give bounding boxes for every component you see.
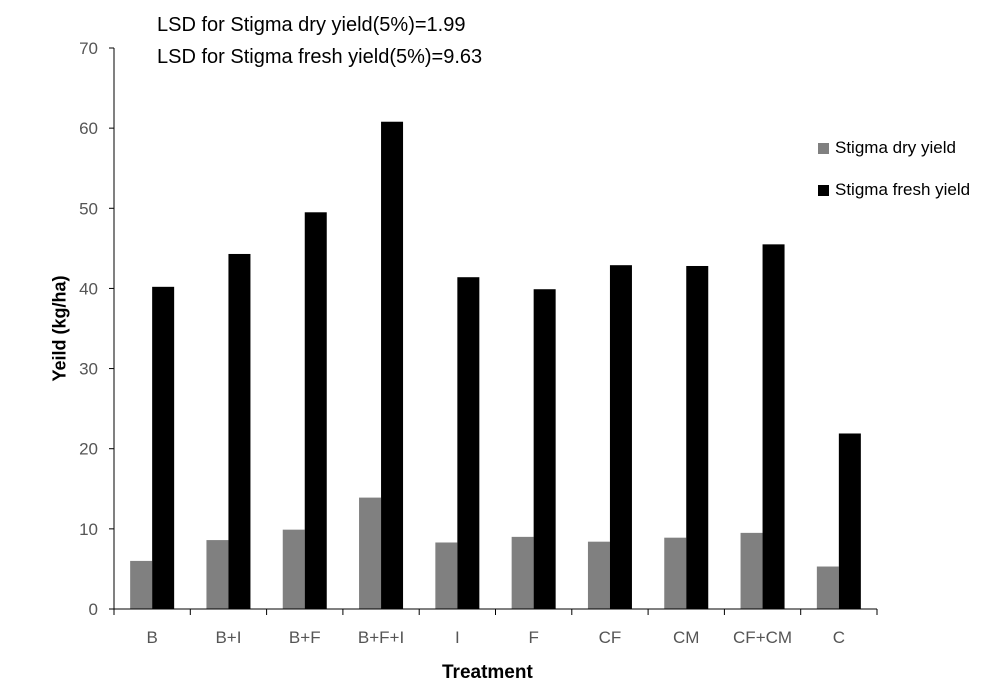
bar-fresh-CF bbox=[609, 265, 632, 609]
bar-fresh-I bbox=[457, 277, 480, 609]
bar-dry-CM bbox=[664, 537, 687, 609]
y-tick-label: 30 bbox=[79, 360, 98, 379]
legend-swatch-dry bbox=[818, 143, 829, 155]
x-tick-label: I bbox=[455, 628, 460, 647]
bar-dry-B+I bbox=[206, 540, 229, 609]
y-tick-label: 10 bbox=[79, 520, 98, 539]
legend-item-fresh: Stigma fresh yield bbox=[818, 180, 970, 200]
x-tick-label: B+F bbox=[289, 628, 321, 647]
y-tick-label: 20 bbox=[79, 440, 98, 459]
x-tick-label: CM bbox=[673, 628, 699, 647]
legend-label-fresh: Stigma fresh yield bbox=[835, 180, 971, 199]
bar-dry-B bbox=[130, 560, 153, 609]
bar-dry-CF+CM bbox=[740, 532, 763, 609]
y-tick-label: 0 bbox=[89, 600, 98, 619]
bar-dry-CF bbox=[587, 541, 610, 609]
bar-fresh-B+I bbox=[228, 253, 251, 609]
bar-fresh-C bbox=[838, 433, 861, 609]
axis-layer: 0 10 20 30 40 50 60 70 B B+I B+F B+F+I I F CF CM CF+CM C bbox=[79, 39, 878, 647]
bar-fresh-CF+CM bbox=[762, 244, 785, 609]
bar-fresh-F bbox=[533, 289, 556, 609]
x-axis-title: Treatment bbox=[442, 662, 533, 683]
legend-label-dry: Stigma dry yield bbox=[835, 138, 956, 157]
y-axis-title: Yeild (kg/ha) bbox=[49, 275, 70, 382]
x-tick-label: F bbox=[528, 628, 538, 647]
legend-swatch-fresh bbox=[818, 185, 829, 197]
bar-dry-I bbox=[435, 542, 458, 609]
bar-dry-F bbox=[511, 536, 534, 609]
legend-item-dry: Stigma dry yield bbox=[818, 138, 956, 158]
bar-fresh-B bbox=[152, 286, 175, 609]
lsd-fresh-annotation: LSD for Stigma fresh yield(5%)=9.63 bbox=[157, 46, 483, 68]
y-tick-label: 70 bbox=[79, 39, 98, 58]
x-tick-label: CF+CM bbox=[733, 628, 792, 647]
bar-fresh-CM bbox=[686, 265, 709, 609]
bar-fresh-B+F bbox=[304, 212, 327, 610]
x-tick-label: B+F+I bbox=[358, 628, 404, 647]
y-tick-label: 60 bbox=[79, 119, 98, 138]
y-tick-label: 40 bbox=[79, 279, 98, 298]
x-tick-label: CF bbox=[599, 628, 622, 647]
bar-fresh-B+F+I bbox=[381, 121, 404, 609]
lsd-dry-annotation: LSD for Stigma dry yield(5%)=1.99 bbox=[157, 14, 466, 36]
x-tick-label: B bbox=[146, 628, 157, 647]
bar-dry-B+F bbox=[282, 529, 305, 609]
bar-dry-B+F+I bbox=[359, 497, 382, 609]
bar-dry-C bbox=[816, 566, 839, 609]
x-tick-label: B+I bbox=[215, 628, 241, 647]
y-tick-label: 50 bbox=[79, 199, 98, 218]
bars-layer bbox=[130, 121, 861, 610]
x-tick-label: C bbox=[833, 628, 845, 647]
